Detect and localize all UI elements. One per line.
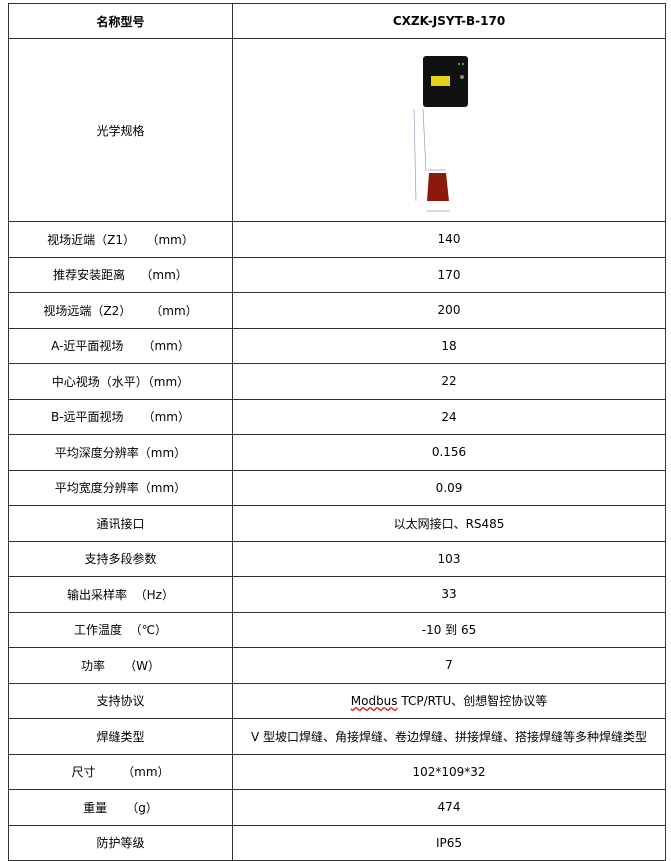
row-value: 33 bbox=[232, 576, 666, 613]
row-value-part: Modbus bbox=[350, 694, 398, 709]
row-value: 7 bbox=[232, 647, 666, 684]
sensor-diagram-image bbox=[413, 56, 468, 212]
table-row: 支持多段参数 103 bbox=[8, 540, 666, 577]
field-of-view-shape bbox=[427, 173, 449, 201]
row-value: -10 到 65 bbox=[232, 611, 666, 648]
row-value: 170 bbox=[232, 256, 666, 293]
table-row: 功率 （W） 7 bbox=[8, 647, 666, 684]
row-value: 18 bbox=[232, 327, 666, 364]
table-row: B-远平面视场 （mm） 24 bbox=[8, 398, 666, 435]
table-row: 光学规格 bbox=[8, 38, 666, 222]
table-row: 平均深度分辨率（mm） 0.156 bbox=[8, 434, 666, 471]
table-row: 重量 （g） 474 bbox=[8, 789, 666, 826]
header-label: 名称型号 bbox=[8, 3, 233, 39]
row-value: 22 bbox=[232, 363, 666, 400]
table-row: 中心视场（水平）（mm） 22 bbox=[8, 363, 666, 400]
header-model: CXZK-JSYT-B-170 bbox=[232, 3, 666, 39]
row-label: 防护等级 bbox=[8, 824, 233, 861]
row-value: 200 bbox=[232, 292, 666, 329]
row-value-part: TCP/RTU、创想智控协议等 bbox=[397, 694, 548, 709]
row-label: A-近平面视场 （mm） bbox=[8, 327, 233, 364]
row-label: 视场远端（Z2） （mm） bbox=[8, 292, 233, 329]
row-value: 24 bbox=[232, 398, 666, 435]
row-label: 推荐安装距离 （mm） bbox=[8, 256, 233, 293]
row-value: 140 bbox=[232, 221, 666, 258]
row-label: 平均深度分辨率（mm） bbox=[8, 434, 233, 471]
row-value: 以太网接口、RS485 bbox=[232, 505, 666, 542]
table-row: 推荐安装距离 （mm） 170 bbox=[8, 256, 666, 293]
table-header-row: 名称型号 CXZK-JSYT-B-170 bbox=[8, 3, 666, 39]
sensor-logo bbox=[431, 76, 450, 86]
table-row: 防护等级 IP65 bbox=[8, 824, 666, 861]
table-row: 通讯接口 以太网接口、RS485 bbox=[8, 505, 666, 542]
row-value: Modbus TCP/RTU、创想智控协议等 bbox=[232, 682, 666, 719]
table-row: 视场远端（Z2） （mm） 200 bbox=[8, 292, 666, 329]
table-row: 平均宽度分辨率（mm） 0.09 bbox=[8, 469, 666, 506]
row-value: 102*109*32 bbox=[232, 753, 666, 790]
table-row: 工作温度 （℃） -10 到 65 bbox=[8, 611, 666, 648]
table-row: 支持协议 Modbus TCP/RTU、创想智控协议等 bbox=[8, 682, 666, 719]
row-value: 103 bbox=[232, 540, 666, 577]
row-label: 支持多段参数 bbox=[8, 540, 233, 577]
row-label: 平均宽度分辨率（mm） bbox=[8, 469, 233, 506]
row-label: 工作温度 （℃） bbox=[8, 611, 233, 648]
table-row: 输出采样率 （Hz） 33 bbox=[8, 576, 666, 613]
table-row: 焊缝类型 V 型坡口焊缝、角接焊缝、卷边焊缝、拼接焊缝、搭接焊缝等多种焊缝类型 bbox=[8, 718, 666, 755]
table-row: 视场近端（Z1） （mm） 140 bbox=[8, 221, 666, 258]
row-value: 0.09 bbox=[232, 469, 666, 506]
row-label: 尺寸 （mm） bbox=[8, 753, 233, 790]
row-value: IP65 bbox=[232, 824, 666, 861]
row-label: B-远平面视场 （mm） bbox=[8, 398, 233, 435]
row-value: 474 bbox=[232, 789, 666, 826]
table-row: A-近平面视场 （mm） 18 bbox=[8, 327, 666, 364]
row-label: 视场近端（Z1） （mm） bbox=[8, 221, 233, 258]
row-label: 光学规格 bbox=[8, 38, 233, 222]
row-label: 输出采样率 （Hz） bbox=[8, 576, 233, 613]
row-label: 中心视场（水平）（mm） bbox=[8, 363, 233, 400]
row-label: 重量 （g） bbox=[8, 789, 233, 826]
row-value: V 型坡口焊缝、角接焊缝、卷边焊缝、拼接焊缝、搭接焊缝等多种焊缝类型 bbox=[232, 718, 666, 755]
table-row: 尺寸 （mm） 102*109*32 bbox=[8, 753, 666, 790]
optical-diagram bbox=[232, 38, 666, 222]
row-label: 通讯接口 bbox=[8, 505, 233, 542]
spec-table: 名称型号 CXZK-JSYT-B-170 光学规格 视场近端（Z1） （mm） 1… bbox=[8, 3, 666, 861]
row-label: 支持协议 bbox=[8, 682, 233, 719]
row-value: 0.156 bbox=[232, 434, 666, 471]
row-label: 焊缝类型 bbox=[8, 718, 233, 755]
row-label: 功率 （W） bbox=[8, 647, 233, 684]
